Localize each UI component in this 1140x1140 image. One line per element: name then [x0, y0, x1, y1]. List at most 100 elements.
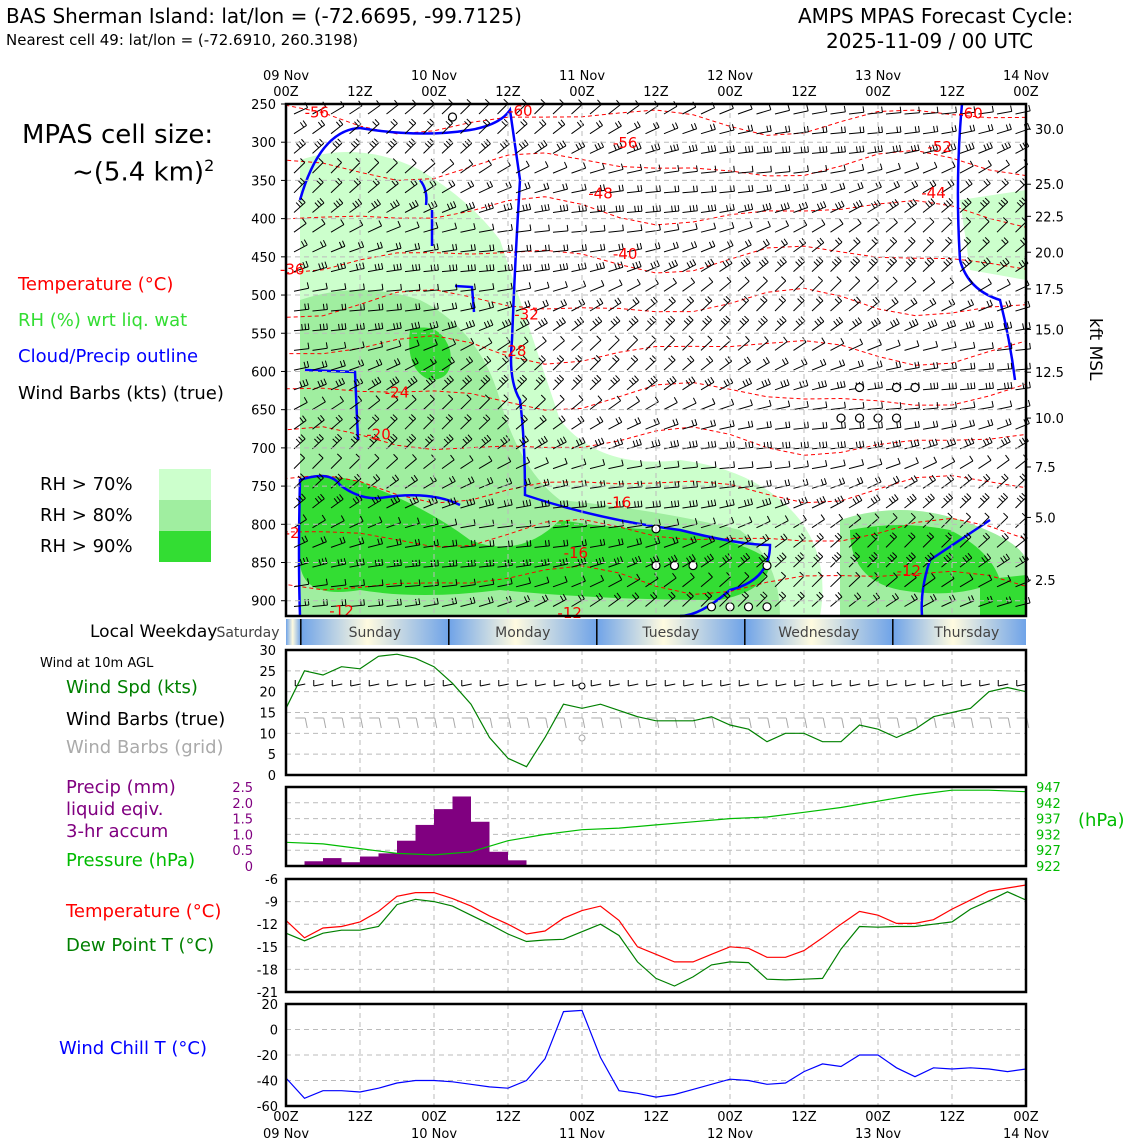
wind-barb-flag	[350, 143, 356, 148]
wind-barb-flag	[578, 438, 583, 445]
wind-barb-flag	[452, 540, 455, 547]
wind-barb	[589, 316, 603, 332]
top-hour-label: 12Z	[347, 85, 373, 100]
wind-barb-staff	[404, 183, 418, 194]
wind-barb-flag	[560, 335, 565, 342]
wind-barb-flag	[873, 552, 879, 557]
wind-barb	[441, 559, 458, 568]
wind-barb-flag	[546, 576, 550, 583]
wind-barb-flag	[559, 264, 562, 271]
wind-barb-flag	[319, 198, 325, 204]
wind-barb-flag	[1005, 301, 1009, 308]
wind-barb	[330, 359, 346, 371]
temperature-line	[285, 884, 1027, 963]
wind-barb	[293, 239, 308, 253]
wind-barb-staff	[460, 459, 474, 470]
wind-barb-flag	[858, 495, 863, 501]
bottom-hour-label: 12Z	[347, 1110, 373, 1125]
wind-barb-staff	[793, 465, 809, 470]
wind-barb-staff	[682, 381, 696, 391]
wind-barb-flag	[363, 599, 365, 606]
wind-barb-staff	[885, 426, 901, 430]
wind-barb-flag	[704, 298, 710, 304]
wind-barb-true	[313, 683, 324, 687]
wind-barb	[552, 244, 569, 253]
wind-barb-staff	[608, 359, 620, 371]
wind-barb	[959, 362, 976, 371]
wind-barb	[793, 400, 809, 410]
wind-barb-flag	[1001, 239, 1007, 245]
wind-barb	[682, 277, 696, 292]
wind-barb-flag	[638, 260, 642, 267]
wind-barb-flag	[825, 401, 828, 408]
wind-barb-flag	[690, 242, 695, 249]
wind-barb	[848, 513, 862, 529]
wind-barb-flag	[650, 262, 654, 269]
wind-barb-flag	[741, 298, 747, 304]
wind-barb-flag	[671, 123, 676, 130]
wind-barb	[386, 263, 402, 273]
wind-barb-flag	[745, 335, 750, 342]
wind-barb-staff	[867, 111, 883, 115]
wind-barb	[682, 335, 694, 351]
wind-barb	[330, 396, 344, 410]
wind-barb-flag	[887, 556, 893, 562]
wind-barb	[608, 592, 622, 607]
wind-barb-flag	[762, 276, 768, 282]
wind-barb	[904, 361, 920, 371]
wind-barb-flag	[761, 259, 767, 265]
wind-barb-staff	[293, 266, 309, 273]
wind-barb-flag	[447, 322, 451, 329]
wind-barb-flag	[1003, 382, 1006, 389]
wind-barb	[811, 401, 828, 410]
wind-barb-flag	[914, 145, 917, 152]
wind-barb-flag	[986, 596, 991, 603]
wind-barb	[885, 512, 898, 529]
wind-barb-true	[461, 683, 472, 687]
wind-barb-staff	[460, 584, 476, 588]
wind-barb-flag	[393, 359, 398, 366]
wind-barb-flag	[913, 593, 918, 600]
wind-barb-staff	[515, 419, 528, 430]
wind-barb-staff	[423, 344, 438, 351]
wind-barb	[386, 474, 400, 489]
wind-barb-flag	[855, 532, 861, 538]
wind-barb-flag	[499, 143, 505, 149]
wind-barb-flag	[689, 205, 692, 212]
wind-barb-flag	[695, 440, 698, 447]
wind-barb	[774, 125, 791, 135]
wind-barb	[885, 144, 902, 154]
wind-barb-flag	[1009, 596, 1012, 603]
wind-barb-flag	[762, 591, 768, 597]
kft-tick-label: 2.5	[1035, 574, 1056, 589]
wind-barb-flag	[469, 597, 473, 604]
windchill-tick-label: -40	[257, 1075, 278, 1090]
wind-barb-flag	[602, 459, 606, 466]
wind-barb-flag	[707, 378, 712, 385]
wind-barb-staff	[830, 151, 846, 154]
wind-barb	[423, 394, 435, 410]
wind-barb-staff	[904, 462, 919, 470]
wind-barb-flag	[525, 204, 528, 211]
wind-barb	[367, 414, 380, 430]
wind-barb	[811, 591, 824, 607]
wind-barb	[996, 400, 1013, 410]
wind-barb-flag	[862, 401, 865, 409]
wind-barb-staff	[330, 267, 346, 273]
wind-barb-staff	[885, 203, 899, 213]
wind-barb-flag	[992, 382, 994, 389]
wind-barb	[367, 495, 382, 509]
wind-barb-flag	[726, 378, 731, 385]
wind-barb-flag	[583, 280, 587, 287]
wind-barb-flag	[689, 441, 692, 448]
precip-tick-label: 2.0	[232, 797, 253, 812]
wind-barb-flag	[762, 295, 768, 301]
wind-barb	[756, 220, 771, 233]
windchill-tick-label: -60	[257, 1100, 278, 1115]
wind-barb-staff	[922, 516, 935, 529]
wind-barb-flag	[480, 379, 486, 385]
wind-barb	[608, 205, 624, 213]
wind-barb-flag	[487, 597, 491, 604]
wind-barb	[904, 162, 920, 174]
wind-barb-flag	[785, 146, 788, 153]
